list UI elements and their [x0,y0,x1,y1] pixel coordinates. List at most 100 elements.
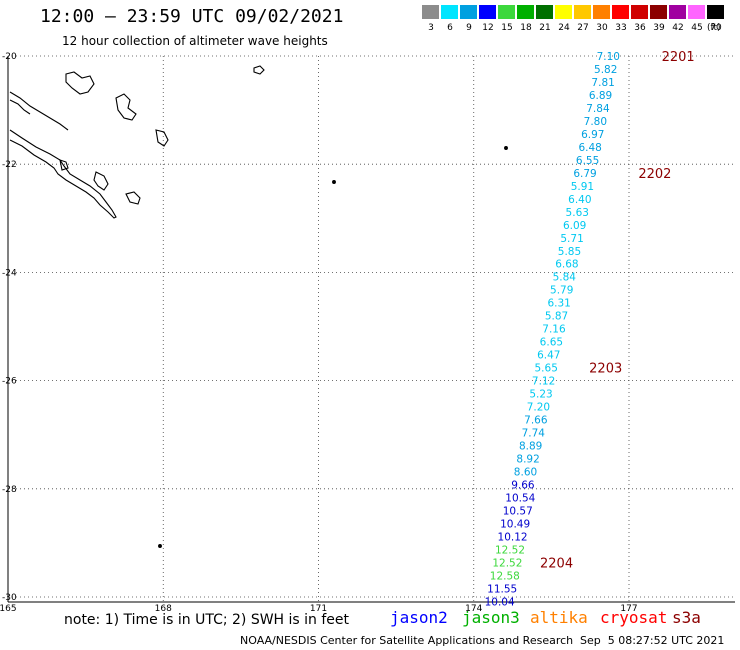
islet-south [158,544,162,548]
islet-east [504,146,508,150]
wave-height-value: 7.16 [542,324,566,336]
legend-label: 24 [558,23,570,33]
wave-height-value: 5.91 [571,181,594,193]
wave-height-value: 7.66 [524,415,548,427]
lat-tick-label: -20 [2,52,17,62]
legend-label: 33 [615,23,627,33]
satellite-jason3: jason3 [462,608,520,627]
wave-height-value: 6.55 [576,155,599,167]
wave-height-value: 6.89 [589,90,612,102]
legend-label: 30 [596,23,608,33]
coastline-loyalty-small [125,191,141,205]
lon-tick-label: 168 [155,604,172,614]
wave-height-value: 5.82 [594,64,617,76]
wave-height-value: 5.85 [558,246,581,258]
legend-label: 12 [482,23,494,33]
legend-label: 15 [501,23,513,33]
satellite-altika: altika [530,608,588,627]
time-label: 2203 [589,362,622,377]
coastline-new-caledonia-north [9,91,69,131]
islet-central [332,180,336,184]
lat-tick-label: -30 [2,593,17,603]
footer-timestamp: Sep 5 08:27:52 UTC 2021 [580,634,725,647]
legend-label: 45 [691,23,703,33]
legend-label: 6 [447,23,453,33]
legend-swatch [669,5,686,19]
wave-height-value: 5.84 [553,272,577,284]
coastline-loyalty-mare [155,129,169,147]
satellite-jason2: jason2 [390,608,448,627]
lat-tick-label: -28 [2,485,17,495]
wave-height-value: 7.20 [527,402,550,414]
wave-height-value: 7.84 [586,103,610,115]
wave-height-value: 7.80 [584,116,607,128]
wave-height-value: 12.52 [492,557,522,569]
legend-label: 36 [634,23,646,33]
lat-tick-label: -24 [2,268,17,278]
lon-tick-label: 174 [465,604,482,614]
legend-swatch [631,5,648,19]
wave-height-value: 5.65 [535,363,558,375]
map-title: 12:00 – 23:59 UTC 09/02/2021 [40,6,344,27]
legend-swatch [707,5,724,19]
wave-height-value: 10.04 [485,596,515,608]
legend-swatch [612,5,629,19]
wave-height-value: 6.09 [563,220,586,232]
legend-swatch [498,5,515,19]
time-labels: 2201 2202 2203 2204 [540,50,695,571]
altimeter-track: 7.105.827.816.897.847.806.976.486.556.79… [485,51,620,608]
lat-tick-label: -26 [2,377,17,387]
wave-height-value: 10.57 [503,505,533,517]
legend-label: 27 [577,23,589,33]
map-subtitle: 12 hour collection of altimeter wave hei… [62,34,328,48]
legend-label: 70 [710,23,722,33]
lat-tick-label: -22 [2,160,17,170]
legend-swatch [422,5,439,19]
legend-swatch [536,5,553,19]
wave-height-value: 6.48 [578,142,601,154]
wave-height-value: 6.47 [537,350,560,362]
coastline-belep [65,71,95,95]
footer-credit: NOAA/NESDIS Center for Satellite Applica… [240,634,574,647]
wave-height-value: 10.49 [500,518,530,530]
wave-height-value: 11.55 [487,583,517,595]
wave-height-value: 5.79 [550,285,573,297]
coastline-north-islet [9,99,31,115]
wave-height-value: 5.23 [529,389,552,401]
time-label: 2202 [638,167,671,182]
wave-height-value: 12.58 [490,570,520,582]
wave-height-value: 6.31 [547,298,570,310]
wave-height-value: 7.12 [532,376,555,388]
wave-height-value: 12.52 [495,544,525,556]
legend-swatch [688,5,705,19]
legend-swatch [441,5,458,19]
legend-label: 39 [653,23,665,33]
wave-height-value: 5.63 [566,207,589,219]
wave-height-value: 8.89 [519,441,542,453]
note-text: note: 1) Time is in UTC; 2) SWH is in fe… [64,612,350,628]
map-grid [8,55,735,602]
map-frame [7,56,735,603]
coastline-ile-des-pins-area [93,171,109,191]
time-label: 2204 [540,556,573,571]
coastline-loyalty-lifou [115,93,137,121]
lon-tick-label: 177 [620,604,637,614]
legend-label: 42 [672,23,684,33]
legend-swatch [517,5,534,19]
wave-height-value: 5.87 [545,311,568,323]
wave-height-value: 5.71 [560,233,583,245]
legend-swatch [555,5,572,19]
legend-label: 18 [520,23,532,33]
legend-swatch [650,5,667,19]
coastline-walpole [253,65,265,75]
wave-height-value: 8.60 [514,466,537,478]
coastline [9,65,508,548]
wave-height-value: 10.54 [505,492,535,504]
satellite-cryosat: cryosat [600,608,668,627]
lon-tick-label: 165 [0,604,17,614]
wave-height-value: 6.79 [573,168,596,180]
legend-label: 9 [466,23,472,33]
wave-height-value: 6.97 [581,129,604,141]
